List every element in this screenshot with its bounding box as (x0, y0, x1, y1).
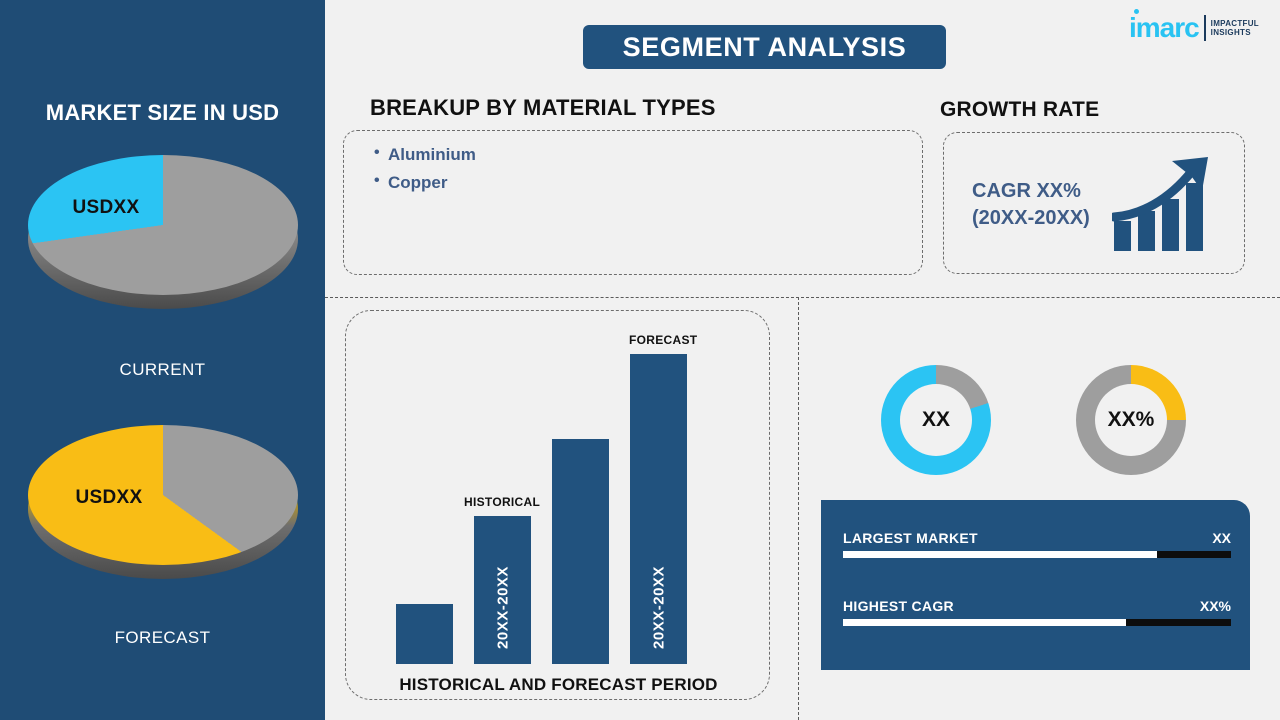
stat-largest-market: LARGEST MARKET XX (843, 530, 1231, 558)
largest-market-donut-value: XX (921, 408, 950, 431)
stat-highest-cagr-label: HIGHEST CAGR (843, 598, 954, 614)
cagr-value: CAGR XX% (972, 180, 1081, 202)
stat-largest-market-fill (843, 551, 1158, 558)
bar-3 (552, 439, 609, 664)
material-types-list: Aluminium Copper (374, 144, 476, 201)
stat-largest-market-track (843, 551, 1231, 558)
growth-arrow-chart-icon (1112, 157, 1208, 251)
historical-tag: HISTORICAL (464, 495, 541, 509)
material-types-title: BREAKUP BY MATERIAL TYPES (370, 95, 716, 120)
growth-rate-box: CAGR XX% (20XX-20XX) (943, 132, 1245, 274)
forecast-pie-caption: FORECAST (114, 628, 211, 647)
bar-1 (396, 604, 453, 664)
bar-4-label: 20XX-20XX (650, 566, 667, 649)
bar-chart: 20XX-20XX HISTORICAL 20XX-20XX FORECAST … (346, 311, 771, 701)
list-item: Aluminium (374, 144, 476, 165)
market-size-title: MARKET SIZE IN USD (45, 100, 280, 125)
stat-largest-market-label: LARGEST MARKET (843, 530, 978, 546)
bar-2-label: 20XX-20XX (494, 566, 511, 649)
cagr-period: (20XX-20XX) (972, 207, 1090, 229)
logo-wordmark: imarc (1128, 9, 1200, 43)
stat-highest-cagr: HIGHEST CAGR XX% (843, 598, 1231, 626)
largest-market-donut: XX (881, 365, 991, 475)
stat-highest-cagr-track (843, 619, 1231, 626)
bar-4: 20XX-20XX (630, 354, 687, 664)
largest-market-donut-hole: XX (900, 384, 972, 456)
vertical-divider (798, 297, 799, 720)
cagr-text: CAGR XX% (20XX-20XX) (972, 178, 1090, 232)
forecast-pie-label: USDXX (75, 487, 143, 508)
highest-cagr-donut: XX% (1076, 365, 1186, 475)
bar-2: 20XX-20XX (474, 516, 531, 664)
segment-analysis-banner: SEGMENT ANALYSIS (583, 25, 946, 69)
key-indicators-panel: LARGEST MARKET XX HIGHEST CAGR XX% (821, 500, 1250, 670)
banner-title: SEGMENT ANALYSIS (622, 31, 907, 62)
market-size-panel: MARKET SIZE IN USD USDXX CURRENT USDXX F… (0, 0, 325, 720)
historical-forecast-chart-box: 20XX-20XX HISTORICAL 20XX-20XX FORECAST … (345, 310, 770, 700)
horizontal-divider (325, 297, 1280, 298)
logo-divider (1203, 15, 1206, 41)
stat-largest-market-value: XX (1212, 530, 1231, 546)
logo-word-text: imarc (1128, 12, 1200, 43)
highest-cagr-donut-value: XX% (1107, 408, 1155, 431)
current-pie-caption: CURRENT (119, 360, 206, 379)
forecast-pie-chart: USDXX (0, 425, 325, 585)
content-area: SEGMENT ANALYSIS imarc IMPACTFUL INSIGHT… (325, 0, 1280, 720)
current-pie-label: USDXX (72, 197, 140, 218)
growth-rate-title: GROWTH RATE (940, 98, 1100, 121)
logo-dot-icon (1133, 9, 1139, 14)
list-item: Copper (374, 172, 476, 193)
stat-highest-cagr-value: XX% (1199, 598, 1231, 614)
pie-top-forecast (27, 425, 298, 565)
material-types-box: Aluminium Copper (343, 130, 923, 275)
bar-chart-caption: HISTORICAL AND FORECAST PERIOD (399, 675, 718, 694)
imarc-logo: imarc IMPACTFUL INSIGHTS (1128, 9, 1259, 43)
stat-highest-cagr-fill (843, 619, 1127, 626)
logo-tag-line2: INSIGHTS (1210, 28, 1251, 37)
logo-tag-line1: IMPACTFUL (1210, 18, 1259, 28)
pie-top-current (27, 155, 298, 295)
logo-tagline: IMPACTFUL INSIGHTS (1211, 19, 1259, 37)
forecast-tag: FORECAST (629, 333, 698, 347)
highest-cagr-donut-hole: XX% (1095, 384, 1167, 456)
current-pie-chart: USDXX (0, 155, 325, 315)
